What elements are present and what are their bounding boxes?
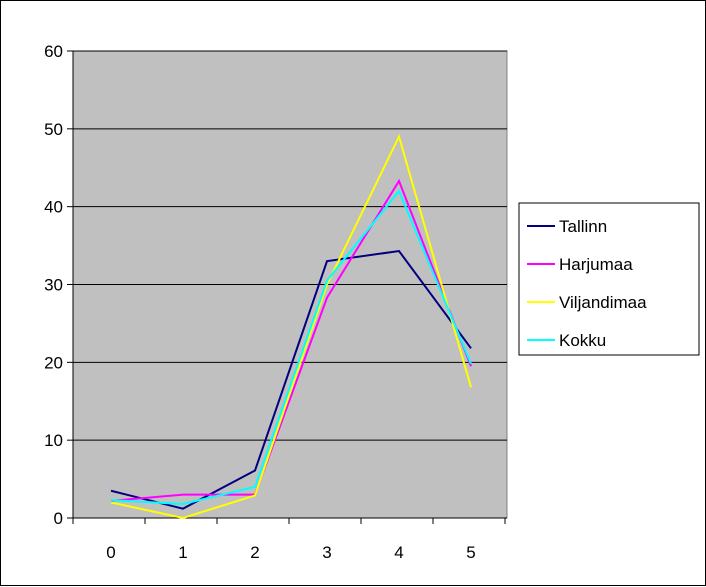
y-tick-label: 0 <box>54 509 63 528</box>
axes: 0 10 20 30 40 50 60 0 1 2 3 4 5 <box>44 42 507 562</box>
series-lines <box>110 133 472 520</box>
gridlines <box>73 50 507 441</box>
x-tick-label: 4 <box>394 543 403 562</box>
legend-label: Tallinn <box>559 217 607 236</box>
legend: Tallinn Harjumaa Viljandimaa Kokku <box>518 202 700 356</box>
series-line-viljandimaa <box>110 133 472 520</box>
y-tick-label: 40 <box>44 198 63 217</box>
series-line-tallinn <box>110 249 472 510</box>
x-tick-label: 3 <box>322 543 331 562</box>
y-tick-label: 50 <box>44 120 63 139</box>
legend-label: Kokku <box>559 331 606 350</box>
y-tick-label: 60 <box>44 42 63 61</box>
series-line-harjumaa <box>110 178 472 502</box>
x-tick-label: 0 <box>106 543 115 562</box>
legend-label: Harjumaa <box>559 255 633 274</box>
x-tick-label: 5 <box>466 543 475 562</box>
legend-box <box>518 202 700 356</box>
legend-label: Viljandimaa <box>559 293 647 312</box>
x-tick-label: 2 <box>250 543 259 562</box>
y-tick-label: 20 <box>44 353 63 372</box>
y-tick-label: 10 <box>44 431 63 450</box>
series-line-kokku <box>110 189 472 505</box>
x-tick-label: 1 <box>178 543 187 562</box>
y-tick-label: 30 <box>44 276 63 295</box>
